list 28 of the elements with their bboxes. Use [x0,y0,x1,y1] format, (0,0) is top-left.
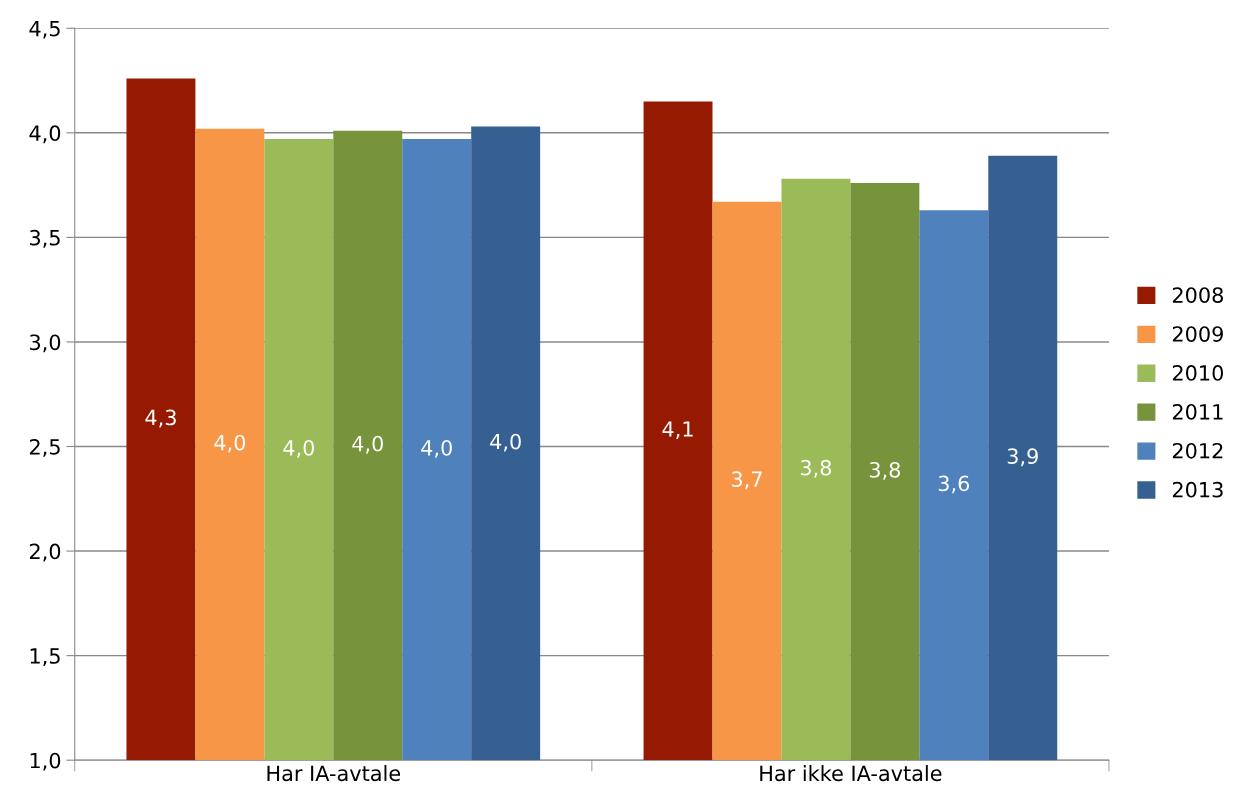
data-label: 3,6 [938,475,970,494]
legend-label: 2012 [1172,442,1223,459]
legend-label: 2009 [1172,326,1223,342]
data-label: 3,8 [869,461,901,480]
y-tick-label: 1,5 [30,648,60,666]
y-tick-label: 4,0 [29,125,61,144]
data-label: 3,7 [732,471,762,490]
data-label: 4,3 [145,409,176,428]
legend-label: 2013 [1172,481,1223,498]
y-tick-label: 2,0 [29,543,61,562]
data-label: 4,0 [283,439,315,458]
x-tick-label: Har ikke IA-avtale [760,765,942,782]
data-label: 4,1 [662,421,693,439]
data-label: 4,0 [490,433,521,452]
legend-label: 2008 [1172,287,1223,303]
data-label: 3,9 [1007,448,1038,467]
data-label: 3,8 [800,459,832,478]
data-label: 4,0 [421,439,452,458]
legend-label: 2010 [1172,365,1223,381]
x-tick-label: Har IA-avtale [267,765,401,782]
y-tick-label: 3,0 [30,334,61,353]
legend-label: 2011 [1172,403,1223,420]
y-tick-label: 2,5 [29,438,60,457]
data-label: 4,0 [214,434,246,453]
y-tick-label: 4,5 [29,20,60,39]
data-label: 4,0 [352,435,383,454]
y-tick-label: 3,5 [30,229,60,248]
y-tick-label: 1,0 [30,752,61,771]
